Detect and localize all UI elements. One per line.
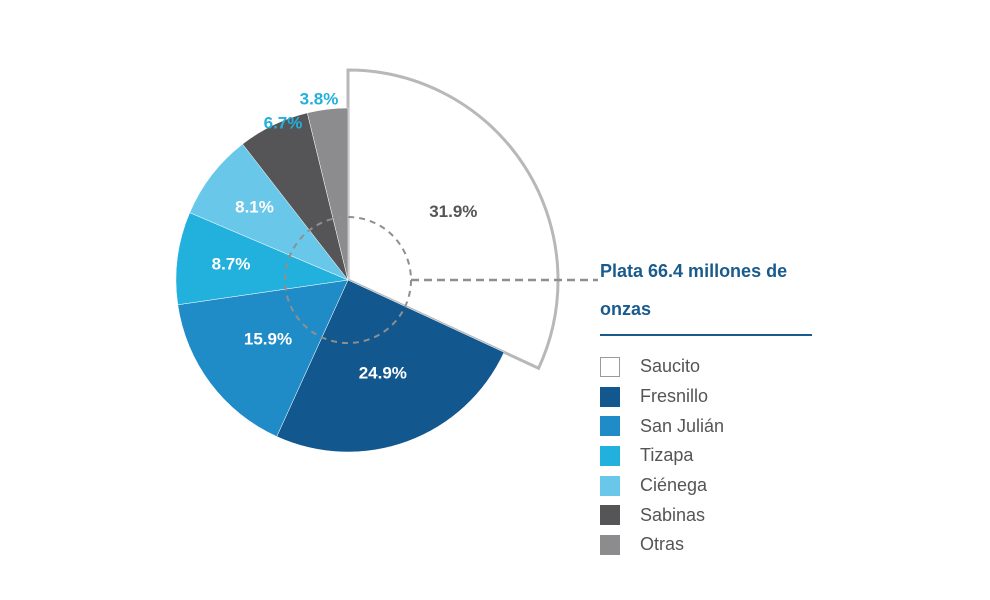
pie-value-labels: 31.9% 24.9% 15.9% 8.7% 8.1% 6.7% 3.8%	[212, 89, 478, 382]
legend-title: Plata 66.4 millones de onzas	[600, 261, 788, 319]
pie-slices	[175, 68, 560, 453]
legend-swatch	[600, 416, 620, 437]
legend-swatch	[600, 386, 620, 407]
legend-swatch	[600, 534, 620, 555]
legend-item: Fresnillo	[600, 382, 812, 412]
legend-swatch	[600, 445, 620, 466]
legend-label: San Julián	[640, 415, 725, 436]
legend-label: Tizapa	[640, 445, 694, 466]
pie-label-fresnillo: 24.9%	[359, 363, 407, 382]
legend-label: Ciénega	[640, 475, 708, 496]
pie-slice-san-juli-n	[177, 279, 349, 437]
pie-label-tizapa: 8.7%	[212, 254, 251, 273]
legend-swatch	[600, 505, 620, 526]
legend-label: Fresnillo	[640, 386, 709, 407]
legend-item: Otras	[600, 530, 812, 560]
pie-slice-saucito	[346, 68, 560, 371]
pie-label-otras: 3.8%	[300, 89, 339, 108]
legend-item: Ciénega	[600, 471, 812, 501]
legend-swatch	[600, 475, 620, 496]
pie-label-sabinas: 6.7%	[264, 113, 303, 132]
legend-label: Saucito	[640, 356, 701, 377]
legend-list: Saucito Fresnillo San Julián Tizapa Ciénega S…	[600, 352, 812, 560]
legend: Plata 66.4 millones de onzas Saucito Fres…	[600, 252, 812, 560]
legend-item: Tizapa	[600, 441, 812, 471]
legend-item: Sabinas	[600, 500, 812, 530]
legend-label: Sabinas	[640, 504, 706, 525]
legend-item: San Julián	[600, 411, 812, 441]
pie-slice-tizapa	[175, 212, 349, 306]
legend-swatch	[600, 356, 620, 377]
pie-label-ci-nega: 8.1%	[235, 197, 274, 216]
pie-slice-otras	[307, 107, 349, 281]
legend-item: Saucito	[600, 352, 812, 382]
pie-slice-ci-nega	[189, 143, 349, 281]
pie-label-saucito: 31.9%	[429, 202, 477, 221]
legend-divider	[600, 334, 812, 336]
pie-label-san-juli-n: 15.9%	[244, 329, 292, 348]
legend-label: Otras	[640, 534, 685, 555]
pie-slice-fresnillo	[276, 279, 505, 453]
